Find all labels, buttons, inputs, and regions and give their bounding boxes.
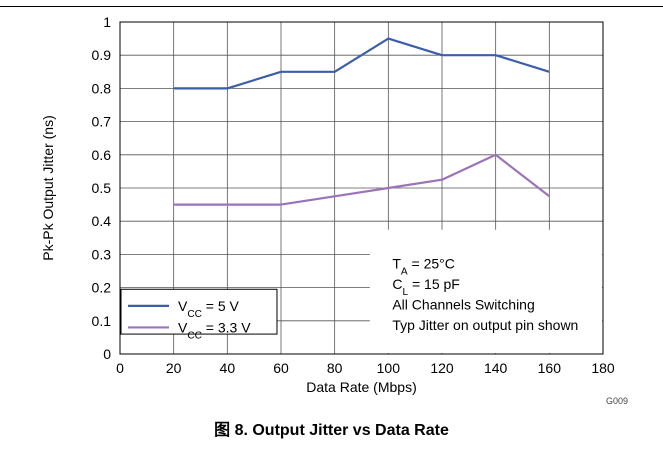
y-tick-label: 0.9 xyxy=(92,47,112,63)
plot-frame xyxy=(119,21,604,355)
y-tick-label: 0.7 xyxy=(92,114,112,130)
x-tick-label: 80 xyxy=(327,360,343,376)
legend-label-2: VCC = 3.3 V xyxy=(178,319,251,341)
x-tick-label: 60 xyxy=(273,360,289,376)
annotation-line: CL = 15 pF xyxy=(392,276,460,298)
annotation-background xyxy=(369,229,602,353)
y-tick-label: 0.3 xyxy=(92,246,112,262)
x-tick-label: 140 xyxy=(484,360,508,376)
x-tick-label: 180 xyxy=(591,360,615,376)
x-tick-label: 120 xyxy=(430,360,454,376)
x-tick-label: 160 xyxy=(538,360,562,376)
y-tick-label: 0 xyxy=(103,346,111,362)
jitter-chart: 0 20 40 60 80 100 120 140 160 180 0 0.1 0.2 0.3 0.4 0.5… xyxy=(40,14,628,406)
y-axis-title: Pk-Pk Output Jitter (ns) xyxy=(40,115,56,260)
series-layer xyxy=(173,37,551,206)
annotation-line: All Channels Switching xyxy=(392,296,534,312)
y-tick-label: 0.8 xyxy=(92,80,112,96)
x-axis-title: Data Rate (Mbps) xyxy=(306,379,416,395)
figure-id-label: G009 xyxy=(606,396,628,406)
y-tick-label: 0.1 xyxy=(92,313,112,329)
top-rule xyxy=(0,6,663,7)
x-tick-label: 40 xyxy=(220,360,236,376)
y-tick-label: 0.2 xyxy=(92,280,112,296)
figure-caption: 图 8. Output Jitter vs Data Rate xyxy=(214,422,449,439)
annotation-line: TA = 25°C xyxy=(392,255,455,277)
y-tick-label: 0.5 xyxy=(92,180,112,196)
x-tick-label: 0 xyxy=(116,360,124,376)
legend-label-1: VCC = 5 V xyxy=(178,298,240,320)
series-line-1 xyxy=(173,37,550,90)
y-tick-label: 0.6 xyxy=(92,147,112,163)
annotation-line: Typ Jitter on output pin shown xyxy=(392,317,578,333)
series-line-2 xyxy=(173,153,551,206)
x-tick-label: 100 xyxy=(377,360,401,376)
y-tick-label: 0.4 xyxy=(92,213,112,229)
x-tick-label: 20 xyxy=(166,360,182,376)
y-tick-label: 1 xyxy=(103,14,111,30)
tick-labels: 0 20 40 60 80 100 120 140 160 180 0 0.1 0.2 0.3 0.4 0.5… xyxy=(92,14,615,376)
